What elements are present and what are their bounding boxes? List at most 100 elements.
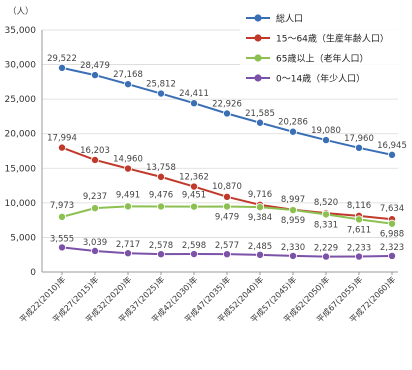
data-label: 2,485 <box>248 242 272 252</box>
data-label: 8,331 <box>314 220 338 230</box>
data-point <box>321 252 330 261</box>
data-point <box>288 206 297 215</box>
y-tick-label: 0 <box>30 268 36 278</box>
y-tick-label: 30,000 <box>5 61 37 71</box>
data-label: 16,945 <box>377 141 407 151</box>
data-label: 14,960 <box>113 155 143 165</box>
data-label: 7,973 <box>50 201 74 211</box>
data-label: 20,286 <box>278 118 308 128</box>
legend-marker <box>254 54 262 62</box>
legend-marker <box>254 34 262 42</box>
data-point <box>387 150 396 159</box>
data-point <box>58 243 67 252</box>
data-label: 8,116 <box>347 201 371 211</box>
data-label: 16,203 <box>80 146 110 156</box>
data-point <box>124 249 133 258</box>
data-point <box>321 136 330 145</box>
legend-background <box>240 8 404 86</box>
data-label: 2,330 <box>281 243 305 253</box>
data-label: 9,476 <box>149 190 173 200</box>
y-tick-label: 20,000 <box>5 130 37 140</box>
data-point <box>288 251 297 260</box>
data-point <box>124 80 133 89</box>
data-label: 24,411 <box>179 89 209 99</box>
data-point <box>222 250 231 259</box>
data-label: 9,716 <box>248 190 272 200</box>
y-tick-label: 35,000 <box>5 26 37 36</box>
data-label: 8,997 <box>281 195 305 205</box>
data-point <box>354 143 363 152</box>
data-point <box>189 99 198 108</box>
data-point <box>189 250 198 259</box>
data-point <box>255 250 264 259</box>
data-label: 2,233 <box>347 244 371 254</box>
data-label: 3,039 <box>83 238 107 248</box>
data-point <box>222 109 231 118</box>
data-label: 19,080 <box>311 126 341 136</box>
data-point <box>222 202 231 211</box>
legend-label: 総人口 <box>276 13 303 25</box>
data-label: 17,994 <box>47 134 77 144</box>
data-label: 9,237 <box>83 192 107 202</box>
data-point <box>189 182 198 191</box>
data-label: 13,758 <box>146 163 176 173</box>
data-point <box>156 250 165 259</box>
data-label: 12,362 <box>179 173 209 183</box>
data-point <box>354 215 363 224</box>
legend-marker <box>254 74 262 82</box>
data-point <box>222 192 231 201</box>
data-label: 28,479 <box>80 61 110 71</box>
data-point <box>91 246 100 255</box>
data-label: 3,555 <box>50 234 74 244</box>
data-point <box>91 204 100 213</box>
data-label: 2,577 <box>215 241 239 251</box>
data-point <box>321 210 330 219</box>
data-label: 22,926 <box>212 99 242 109</box>
data-label: 9,451 <box>182 191 206 201</box>
data-label: 2,229 <box>314 244 338 254</box>
data-label: 8,959 <box>281 216 305 226</box>
data-label: 27,168 <box>113 70 143 80</box>
data-point <box>387 251 396 260</box>
y-axis-unit-label: （人） <box>8 6 34 17</box>
data-point <box>288 127 297 136</box>
data-point <box>124 202 133 211</box>
data-label: 2,578 <box>149 241 173 251</box>
data-label: 8,520 <box>314 198 338 208</box>
y-tick-label: 15,000 <box>5 164 37 174</box>
data-point <box>124 164 133 173</box>
data-point <box>354 252 363 261</box>
data-point <box>58 212 67 221</box>
data-label: 9,479 <box>215 212 239 222</box>
data-label: 29,522 <box>47 54 77 64</box>
data-label: 7,611 <box>347 225 371 235</box>
data-point <box>156 202 165 211</box>
data-point <box>91 155 100 164</box>
data-label: 9,384 <box>248 213 272 223</box>
data-point <box>58 63 67 72</box>
legend-label: 15～64歳（生産年齢人口） <box>276 33 389 45</box>
y-tick-label: 10,000 <box>5 199 37 209</box>
data-point <box>189 202 198 211</box>
data-label: 21,585 <box>245 109 275 119</box>
y-tick-label: 25,000 <box>5 95 37 105</box>
data-point <box>156 89 165 98</box>
y-tick-label: 5,000 <box>10 233 36 243</box>
data-point <box>58 143 67 152</box>
data-label: 25,812 <box>146 80 176 90</box>
data-point <box>91 71 100 80</box>
data-point <box>387 219 396 228</box>
legend-label: 65歳以上（老年人口） <box>276 53 368 65</box>
data-label: 6,988 <box>380 230 404 240</box>
data-point <box>156 172 165 181</box>
data-label: 7,634 <box>380 204 404 214</box>
data-label: 2,717 <box>116 240 140 250</box>
legend-label: 0～14歳（年少人口） <box>276 73 365 85</box>
data-point <box>255 118 264 127</box>
legend-marker <box>254 14 262 22</box>
data-label: 10,870 <box>212 182 242 192</box>
data-label: 2,598 <box>182 241 206 251</box>
data-label: 2,323 <box>380 243 404 253</box>
